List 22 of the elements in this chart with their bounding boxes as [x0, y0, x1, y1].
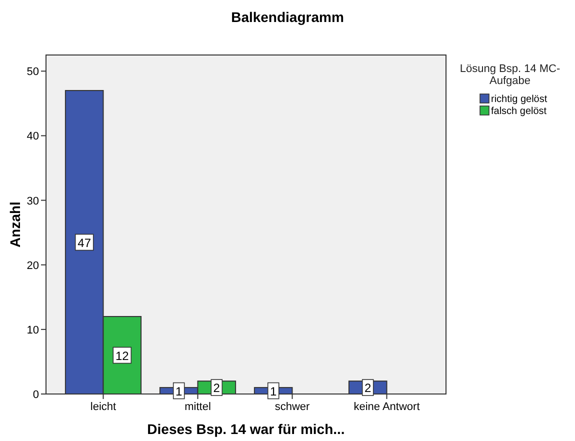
data-label: 47 [78, 236, 92, 250]
y-tick-label: 20 [26, 260, 39, 272]
y-tick-label: 10 [26, 324, 39, 336]
y-tick-label: 0 [32, 389, 39, 401]
legend-title: Lösung Bsp. 14 MC-Aufgabe [460, 63, 560, 87]
y-axis-title: Anzahl [7, 202, 23, 248]
x-tick-label: mittel [184, 401, 211, 413]
x-tick-label: leicht [90, 401, 116, 413]
x-tick-label: keine Antwort [354, 401, 420, 413]
data-label: 12 [115, 348, 130, 363]
x-tick-label: schwer [274, 401, 310, 413]
y-tick-label: 30 [26, 195, 39, 208]
data-label: 1 [176, 384, 183, 398]
y-tick-label: 40 [26, 130, 39, 143]
chart-title: Balkendiagramm [231, 9, 344, 25]
data-label: 2 [213, 381, 220, 396]
legend-label: falsch gelöst [491, 106, 547, 117]
data-label: 1 [270, 384, 278, 398]
data-label: 2 [364, 381, 372, 396]
legend-label: richtig gelöst [491, 94, 548, 105]
x-axis-title: Dieses Bsp. 14 war für mich... [147, 421, 345, 437]
y-tick-label: 50 [26, 66, 39, 78]
